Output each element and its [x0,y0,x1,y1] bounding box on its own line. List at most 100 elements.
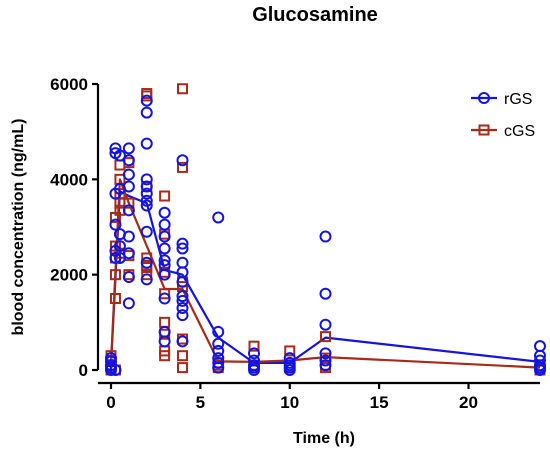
x-tick-label: 15 [370,393,389,412]
x-tick-label: 5 [196,393,205,412]
rGS-point [319,354,332,367]
rGS-point [248,347,260,360]
cGS-point [123,197,135,209]
plot-area [105,83,546,376]
cGS-point [177,83,188,95]
x-tick-label: 10 [280,393,299,412]
rGS-point [176,242,189,255]
rGS-point [109,364,122,376]
cGS-point [159,350,171,362]
rGS-point [122,204,135,217]
rGS-point [283,364,296,376]
legend-label: cGS [504,123,535,140]
rGS-point [140,94,153,107]
legend-label: rGS [504,91,532,108]
cGS-point [159,190,171,202]
rGS-point [140,194,153,207]
rGS-point [176,154,189,167]
rGS-point [140,173,153,186]
rGS-point [158,292,171,305]
rGS-point [140,180,153,193]
rGS-point [212,344,225,357]
cGS-point [141,262,153,274]
rGS-point [122,142,135,155]
rGS-point [212,211,225,224]
x-axis-label: Time (h) [293,430,355,447]
rGS-point [319,230,332,243]
cGS-point [141,90,153,102]
rGS-point [319,359,332,372]
rGS-point [212,356,225,369]
rGS-point [176,294,189,307]
legend-item-rGS: rGS [471,91,532,108]
y-tick-label: 4000 [50,170,88,189]
rGS-point [319,287,332,300]
rGS-point [140,225,153,238]
rGS-point [176,237,189,250]
rGS-point [109,218,122,231]
rGS-point [140,199,153,212]
rGS-point [140,256,153,269]
rGS-point [140,106,153,119]
rGS-point [158,206,171,219]
y-tick-label: 2000 [50,266,88,285]
rGS-point [212,337,225,350]
y-tick-label: 6000 [50,75,88,94]
rGS-point [158,335,171,348]
cGS-point [109,269,121,281]
legend-marker [478,124,490,136]
legend: rGS cGS [471,91,535,140]
rGS-point [140,187,153,200]
rGS-point [176,256,189,269]
rGS-point [122,271,135,284]
rGS-point [319,347,332,360]
cGS-mean-line [109,178,541,369]
rGS-point [109,251,122,264]
cGS-point [177,350,188,362]
chart-title: Glucosamine [252,4,378,26]
rGS-point [176,335,189,348]
cGS-point [177,161,188,173]
rGS-mean-line [109,190,541,366]
rGS-point [113,240,126,253]
rGS-point [158,242,171,255]
rGS-point [212,325,225,338]
cGS-point [320,331,331,343]
rGS-point [176,309,189,322]
rGS-point [122,154,135,167]
cGS-point [248,340,260,352]
rGS-point [122,168,135,181]
cGS-point [177,362,188,374]
rGS-point [122,230,135,243]
rGS-point [105,352,117,365]
x-tick-label: 0 [106,393,115,412]
rGS-point [158,218,171,231]
cGS-point [109,293,121,304]
rGS-point [122,297,135,310]
rGS-point [113,149,126,162]
rGS-point [158,268,171,281]
rGS-point [212,361,225,374]
y-ticks: 0 2000 4000 6000 [50,75,98,380]
cGS-point [141,269,153,281]
rGS-point [140,137,153,150]
rGS-point [248,364,260,376]
legend-marker [478,92,490,104]
y-axis-label: blood concentration (ng/mL) [10,119,27,336]
rGS-point [176,275,189,288]
cGS-point [159,316,171,328]
rGS-point [113,251,126,264]
rGS-point [140,273,153,286]
rGS-point [534,340,546,353]
axes [96,84,540,385]
rGS-point [158,254,171,267]
rGS-point [534,364,546,376]
x-tick-label: 20 [459,393,478,412]
rGS-point [319,318,332,331]
rGS-point [122,247,135,260]
legend-item-cGS: cGS [471,123,535,140]
y-tick-label: 0 [79,361,88,380]
cGS-point [284,345,296,357]
cGS-point [114,159,126,171]
